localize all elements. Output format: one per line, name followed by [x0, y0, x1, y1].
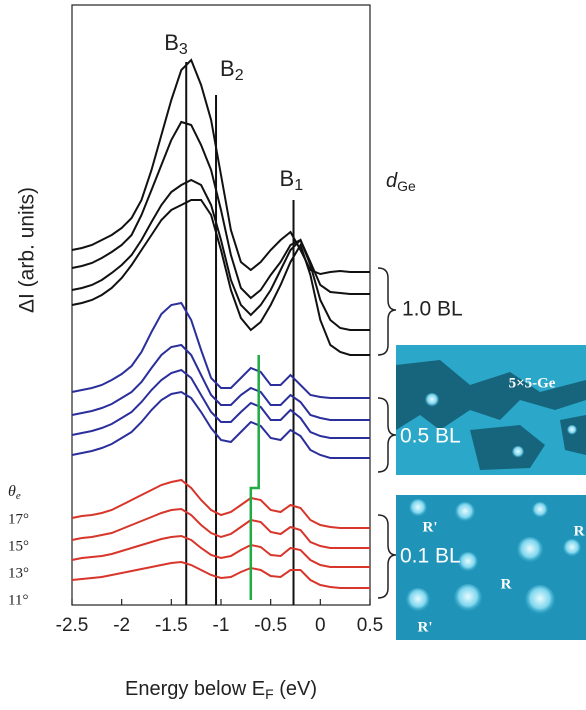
image-label: R' [418, 619, 433, 635]
coverage-label: 0.5 BL [400, 425, 461, 448]
x-tick-label: -2 [113, 615, 130, 636]
spectrum-line [71, 120, 370, 300]
reference-label-sub: 1 [294, 177, 303, 194]
x-axis-label-text: Energy below E [125, 678, 265, 700]
spectrum-line [71, 178, 370, 331]
x-tick-label: 0.5 [357, 615, 383, 636]
x-axis-label: Energy below EF (eV) [125, 678, 317, 701]
spectrum-line [71, 199, 370, 356]
spectrum-line [71, 58, 370, 276]
spectrum-line [71, 478, 370, 529]
x-axis-label-suffix: (eV) [274, 678, 317, 700]
image-label: R [574, 523, 585, 539]
thickness-label: dGe [386, 170, 416, 193]
angle-header-text: θ [8, 483, 16, 500]
spectrum-line [71, 343, 370, 421]
coverage-label: 1.0 BL [402, 298, 463, 321]
reference-label: B3 [164, 30, 188, 58]
reference-label-sub: 2 [235, 67, 244, 84]
reference-label-text: B [164, 30, 179, 55]
stm-image-bottom [396, 495, 586, 640]
brackets [377, 267, 397, 599]
angle-label: 15° [8, 538, 29, 554]
x-tick-label: -1 [213, 615, 230, 636]
angle-label: 11° [8, 592, 28, 608]
x-axis-label-sub: F [265, 686, 274, 702]
reference-label-sub: 3 [179, 41, 188, 58]
spectrum-line [71, 301, 370, 399]
reference-label-text: B [220, 56, 235, 81]
reference-label: B1 [280, 166, 304, 194]
spectrum-line [71, 368, 370, 439]
x-tick-label: -2.5 [56, 615, 89, 636]
green-marker-line [249, 355, 260, 600]
angle-header-sub: e [16, 490, 21, 502]
thickness-label-sub: Ge [397, 178, 416, 194]
stm-image-top [396, 345, 586, 475]
y-axis-label: ΔI (arb. units) [16, 187, 39, 313]
coverage-label: 0.1 BL [400, 545, 461, 568]
reference-label: B2 [220, 56, 244, 84]
spectrum-line [71, 534, 370, 568]
reference-label-text: B [280, 166, 295, 191]
angle-label: 13° [8, 565, 29, 581]
image-label: R [501, 576, 512, 592]
x-tick-label: -1.5 [155, 615, 188, 636]
spectrum-line [71, 390, 370, 459]
image-label: R' [423, 519, 438, 535]
image-label: 5×5-Ge [509, 375, 556, 391]
spectrum-line [71, 507, 370, 549]
thickness-label-text: d [386, 170, 398, 192]
x-tick-label: -0.5 [254, 615, 287, 636]
spectrum-line [71, 560, 370, 589]
angle-header: θe [8, 483, 21, 502]
angle-label: 17° [8, 511, 29, 527]
x-tick-label: 0 [315, 615, 326, 636]
